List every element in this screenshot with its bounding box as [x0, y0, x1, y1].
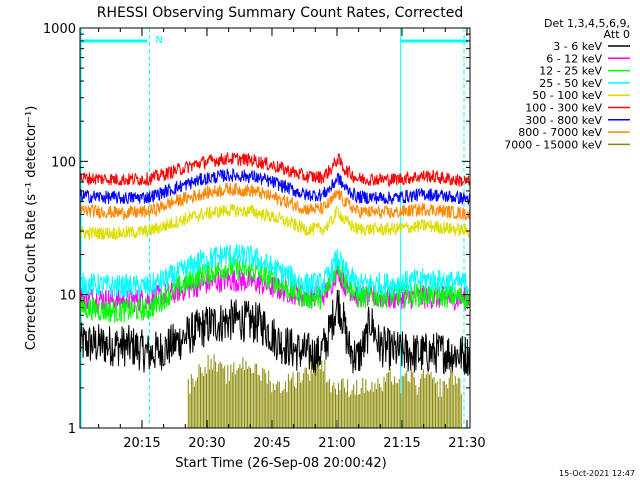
plot-frame — [79, 27, 471, 429]
legend-label-5: 100 - 300 keV — [525, 102, 602, 115]
series-line-5 — [79, 152, 470, 188]
y-tick-label: 100 — [51, 155, 76, 170]
x-tick-label: 21:30 — [448, 436, 485, 451]
legend-label-2: 12 - 25 keV — [539, 65, 602, 78]
series-line-4 — [79, 203, 470, 242]
x-tick-label: 21:15 — [383, 436, 420, 451]
series-line-7 — [79, 182, 470, 221]
series-line-2 — [79, 256, 470, 324]
y-tick-label: 10 — [59, 289, 76, 304]
x-tick-label: 20:15 — [123, 436, 160, 451]
legend-header-line-2: Att 0 — [604, 28, 630, 41]
legend-label-7: 800 - 7000 keV — [518, 126, 602, 139]
series-line-0 — [79, 289, 470, 377]
x-tick-label: 20:30 — [188, 436, 225, 451]
y-tick-label: 1 — [68, 422, 76, 437]
footer-date: 15-Oct-2021 12:47 — [559, 469, 635, 478]
x-tick-label: 20:45 — [253, 436, 290, 451]
y-tick-label: 1000 — [43, 22, 76, 37]
legend-label-6: 300 - 800 keV — [525, 114, 602, 127]
series-line-3 — [79, 244, 470, 299]
legend-label-3: 25 - 50 keV — [539, 77, 602, 90]
legend-header-line-1: Det 1,3,4,5,6,9, — [544, 17, 630, 30]
x-axis-label: Start Time (26-Sep-08 20:00:42) — [175, 456, 386, 471]
legend-label-0: 3 - 6 keV — [553, 40, 602, 53]
x-tick-label: 21:00 — [318, 436, 355, 451]
legend-label-4: 50 - 100 keV — [532, 89, 602, 102]
y-axis-label: Corrected Count Rate (s⁻¹ detector⁻¹) — [24, 106, 39, 351]
night-label: N — [155, 35, 162, 46]
series-line-6 — [79, 168, 470, 205]
legend-label-8: 7000 - 15000 keV — [504, 138, 602, 151]
legend-label-1: 6 - 12 keV — [546, 52, 602, 65]
series-line-8 — [187, 354, 462, 428]
chart-title: RHESSI Observing Summary Count Rates, Co… — [97, 5, 463, 21]
